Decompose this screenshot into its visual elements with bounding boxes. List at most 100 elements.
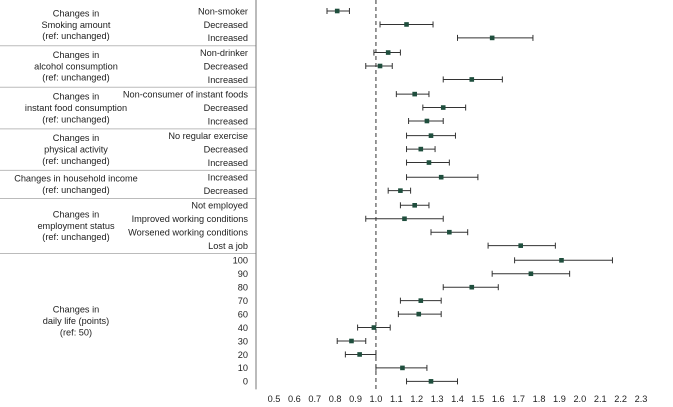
x-tick-label: 2.1 xyxy=(594,394,607,404)
group-label-line: (ref: unchanged) xyxy=(42,185,109,195)
x-tick-label: 0.7 xyxy=(308,394,321,404)
point-estimate xyxy=(334,8,340,14)
point-estimate xyxy=(402,216,407,222)
point-estimate xyxy=(469,284,475,290)
row-label: Increased xyxy=(208,33,248,43)
row-label: Improved working conditions xyxy=(132,214,249,224)
x-tick-label: 0.9 xyxy=(349,394,362,404)
row-label: Non-smoker xyxy=(198,6,248,16)
row-label: Non-consumer of instant foods xyxy=(123,89,249,99)
group-separators xyxy=(0,45,256,254)
point-estimate xyxy=(349,338,354,344)
point-estimate xyxy=(416,311,422,317)
row-label: 100 xyxy=(233,256,248,266)
x-tick-label: 1.0 xyxy=(370,394,383,404)
point-estimate xyxy=(489,35,495,41)
x-tick-label: 1.4 xyxy=(451,394,464,404)
row-label: Increased xyxy=(208,116,248,126)
point-estimate xyxy=(440,105,446,110)
point-estimate xyxy=(518,243,524,248)
group-label-line: physical activity xyxy=(44,144,108,154)
row-label: 30 xyxy=(238,336,248,346)
row-label: Worsened working conditions xyxy=(128,228,248,238)
point-estimate xyxy=(418,298,424,303)
x-tick-label: 1.3 xyxy=(431,394,444,404)
x-tick-label: 1.9 xyxy=(553,394,566,404)
point-estimate xyxy=(426,160,432,165)
row-label: Decreased xyxy=(204,103,248,113)
x-tick-label: 0.8 xyxy=(329,394,342,404)
point-estimate xyxy=(412,203,417,208)
group-label-line: (ref: unchanged) xyxy=(42,156,109,166)
point-estimate xyxy=(428,379,434,384)
point-estimate xyxy=(469,77,475,82)
row-label: Increased xyxy=(208,173,248,183)
group-label-line: Changes in xyxy=(53,8,99,18)
group-label-line: (ref: unchanged) xyxy=(42,232,109,242)
group-label-line: employment status xyxy=(37,221,115,231)
x-tick-label: 0.5 xyxy=(268,394,281,404)
row-label: No regular exercise xyxy=(168,131,248,141)
group-label-line: Changes in xyxy=(53,91,99,101)
row-label: 70 xyxy=(238,296,248,306)
point-estimate xyxy=(385,50,391,55)
row-label: Decreased xyxy=(204,61,248,71)
group-label-line: Changes in xyxy=(53,305,99,315)
group-label-line: Changes in xyxy=(53,209,99,219)
group-label-line: Changes in xyxy=(53,50,99,60)
row-label: Lost a job xyxy=(208,241,248,251)
group-label-line: Changes in household income xyxy=(14,174,138,184)
row-label: 0 xyxy=(243,377,248,387)
row-label: Decreased xyxy=(204,144,248,154)
point-estimate xyxy=(404,22,409,27)
row-label: Non-drinker xyxy=(200,48,248,58)
row-label: Increased xyxy=(208,75,248,85)
x-tick-label: 2.3 xyxy=(635,394,648,404)
x-tick-label: 1.1 xyxy=(390,394,403,404)
estimates xyxy=(326,8,613,385)
group-label-line: (ref: unchanged) xyxy=(42,31,109,41)
row-label: Decreased xyxy=(204,186,248,196)
row-label: 80 xyxy=(238,283,248,293)
x-tick-label: 1.6 xyxy=(492,394,505,404)
row-label: Decreased xyxy=(204,20,248,30)
x-tick-label: 0.6 xyxy=(288,394,301,404)
row-label: 40 xyxy=(238,323,248,333)
x-tick-label: 1.5 xyxy=(471,394,484,404)
row-label: 10 xyxy=(238,363,248,373)
point-estimate xyxy=(528,271,534,277)
group-label-line: instant food consumption xyxy=(25,103,127,113)
point-estimate xyxy=(428,133,434,138)
point-estimate xyxy=(438,174,444,180)
row-label: Not employed xyxy=(191,201,248,211)
group-label-line: (ref: unchanged) xyxy=(42,73,109,83)
x-tick-label: 1.2 xyxy=(410,394,423,404)
row-label: Increased xyxy=(208,158,248,168)
group-label-line: alcohol consumption xyxy=(34,61,118,71)
point-estimate xyxy=(400,365,405,371)
point-estimate xyxy=(447,229,452,235)
point-estimate xyxy=(398,188,403,193)
x-tick-label: 2.2 xyxy=(614,394,627,404)
row-labels: Non-smoker Decreased Increased Non-drinker D… xyxy=(123,6,249,386)
row-label: 20 xyxy=(238,350,248,360)
point-estimate xyxy=(418,146,424,152)
row-label: 90 xyxy=(238,269,248,279)
row-label: 60 xyxy=(238,309,248,319)
group-label-line: daily life (points) xyxy=(43,316,109,326)
x-tick-label: 1.8 xyxy=(533,394,546,404)
point-estimate xyxy=(357,352,362,357)
point-estimate xyxy=(412,91,417,97)
group-label-line: (ref: unchanged) xyxy=(42,114,109,124)
group-label-line: Smoking amount xyxy=(42,20,111,30)
x-tick-label: 2.0 xyxy=(573,394,586,404)
x-axis-ticks: 0.5 0.6 0.7 0.8 0.9 1.0 1.1 1.2 1.3 1.4 1.5 1.6 1.7 1… xyxy=(268,394,648,404)
point-estimate xyxy=(559,258,564,263)
point-estimate xyxy=(371,325,377,330)
x-tick-label: 1.7 xyxy=(512,394,525,404)
group-label-line: Changes in xyxy=(53,133,99,143)
point-estimate xyxy=(377,63,383,69)
group-label-line: (ref: 50) xyxy=(60,328,92,338)
